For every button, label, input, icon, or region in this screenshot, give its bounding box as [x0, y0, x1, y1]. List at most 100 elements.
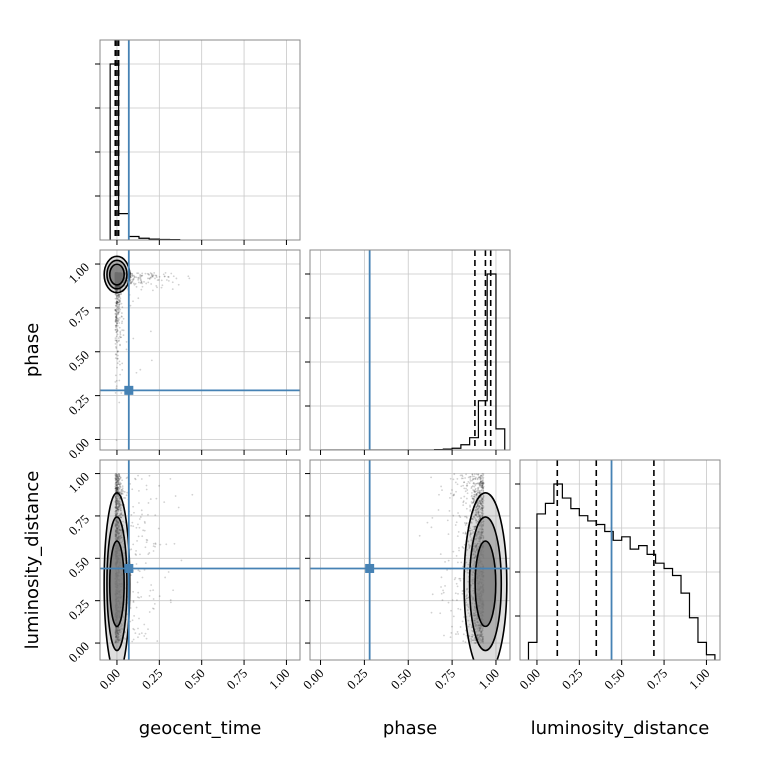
scatter-point [477, 537, 480, 539]
scatter-point [480, 632, 483, 635]
scatter-point [442, 589, 444, 592]
scatter-point [115, 635, 118, 638]
scatter-point [152, 545, 155, 548]
scatter-point [481, 482, 484, 485]
panel-content [320, 250, 506, 450]
scatter-point [463, 616, 465, 618]
scatter-point [117, 506, 120, 509]
scatter-point [141, 282, 143, 285]
scatter-point [129, 278, 132, 281]
scatter-point [160, 279, 163, 282]
scatter-point [115, 314, 118, 317]
scatter-point [116, 362, 119, 365]
scatter-point [467, 625, 470, 628]
scatter-point [118, 478, 121, 481]
scatter-point [117, 637, 120, 639]
scatter-point [115, 308, 118, 311]
scatter-point [476, 621, 479, 624]
scatter-point [116, 480, 119, 482]
scatter-point [117, 308, 119, 311]
scatter-point [115, 640, 117, 643]
scatter-point [477, 503, 479, 506]
scatter-point [140, 281, 143, 283]
scatter-point [116, 493, 119, 496]
scatter-point [116, 636, 118, 639]
scatter-point [115, 524, 117, 526]
scatter-point [482, 474, 485, 477]
scatter-point [116, 318, 119, 321]
scatter-point [136, 540, 138, 542]
scatter-point [480, 523, 482, 525]
scatter-point [115, 315, 117, 318]
scatter-point [472, 518, 475, 521]
scatter-point [469, 532, 472, 535]
scatter-point [476, 537, 478, 540]
scatter-point [138, 617, 140, 620]
scatter-point [481, 637, 484, 640]
scatter-point [474, 490, 477, 493]
scatter-point [479, 538, 482, 540]
scatter-point [118, 318, 120, 321]
scatter-point [438, 493, 440, 496]
scatter-point [117, 523, 119, 526]
scatter-point [137, 535, 140, 538]
scatter-point [476, 487, 479, 490]
scatter-point [479, 484, 481, 487]
scatter-point [143, 520, 146, 523]
scatter-point [477, 620, 479, 623]
scatter-point [472, 639, 475, 642]
scatter-point [476, 535, 478, 537]
scatter-point [116, 484, 118, 487]
scatter-point [123, 552, 125, 555]
scatter-point [478, 500, 481, 502]
scatter-point [114, 494, 117, 497]
scatter-point [473, 556, 476, 558]
x-tick-label: 0.75 [643, 666, 670, 693]
scatter-point [117, 317, 120, 320]
scatter-point [131, 279, 134, 282]
scatter-point [116, 486, 118, 489]
x-tick-label: 0.00 [96, 666, 123, 693]
scatter-point [117, 525, 120, 527]
panel-grid [100, 250, 300, 450]
scatter-point [470, 521, 473, 523]
scatter-point [115, 286, 118, 289]
scatter-point [137, 277, 140, 280]
scatter-point [114, 524, 117, 527]
scatter-point [479, 536, 482, 539]
scatter-point [471, 517, 474, 520]
scatter-point [116, 522, 119, 525]
scatter-point [481, 508, 484, 511]
scatter-point [115, 290, 118, 293]
scatter-point [476, 508, 479, 511]
scatter-point [115, 633, 118, 636]
scatter-point [475, 555, 477, 558]
scatter-point [444, 561, 446, 563]
scatter-point [464, 531, 467, 534]
scatter-point [116, 478, 118, 481]
scatter-point [479, 536, 481, 539]
x-tick-label: 0.50 [601, 666, 628, 693]
scatter-point [426, 521, 429, 524]
scatter-point [115, 331, 118, 334]
scatter-point [478, 532, 481, 534]
scatter-point [479, 626, 482, 629]
scatter-point [481, 511, 483, 514]
scatter-point [482, 640, 485, 642]
y-tick-label: 1.00 [65, 260, 92, 287]
scatter-point [115, 285, 118, 288]
scatter-point [116, 324, 119, 327]
scatter-point [482, 481, 485, 484]
scatter-point [475, 538, 478, 541]
scatter-point [471, 580, 474, 583]
scatter-point [116, 512, 119, 515]
x-tick-label: 1.00 [475, 666, 502, 693]
scatter-point [475, 490, 478, 493]
scatter-point [468, 546, 471, 549]
scatter-point [472, 598, 475, 601]
scatter-point [471, 589, 474, 592]
scatter-point [114, 531, 117, 533]
scatter-point [474, 513, 477, 516]
scatter-point [479, 502, 482, 505]
scatter-point [465, 522, 468, 525]
